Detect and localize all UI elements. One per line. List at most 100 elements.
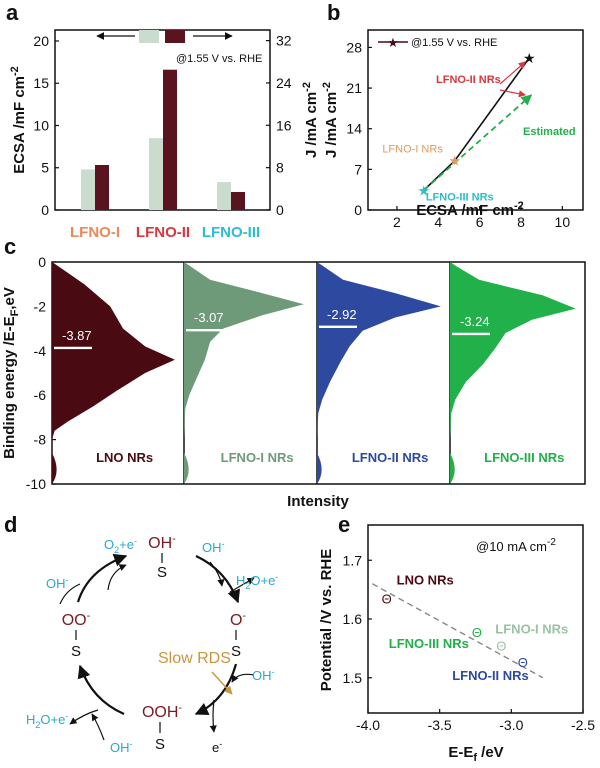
dos-lower-lobe-0 <box>52 452 57 484</box>
panel-b-star-2: ★ <box>523 50 536 66</box>
label-h2o-e-left: H2O+e- <box>26 711 68 730</box>
category-label-LFNO-III: LFNO-III <box>202 224 260 241</box>
dos-lower-lobe-1 <box>184 452 189 484</box>
panel-b-estimated-line <box>423 94 533 191</box>
panel-a-legend-ecsa-swatch <box>139 30 159 43</box>
side-arrow-oh-in-top <box>209 561 225 587</box>
panel-b-legend-star: ★ <box>387 35 399 50</box>
panel-c-y-tick-label-1: -2 <box>34 298 47 314</box>
panel-a-right-tick-label-0: 0 <box>276 202 284 218</box>
panel-a-left-ticks: 0 5 10 15 20 <box>33 33 59 218</box>
panel-e-label-3: LFNO-II NRs <box>452 668 529 683</box>
panel-a: a 0 5 10 15 20 0 8 16 24 32 LFNO-I LFNO-II LFNO-II… <box>6 0 320 241</box>
label-slow-rds: Slow RDS <box>158 650 231 667</box>
label-h2o-e-right: H2O+e- <box>236 572 278 591</box>
panel-b-ticks: 2 4 6 8 10 0 7 14 21 28 <box>346 39 570 230</box>
panel-b-x-tick-label-2: 6 <box>476 214 484 230</box>
side-arrow-e-out-bottom <box>209 699 217 733</box>
panel-e-label-1: LFNO-III NRs <box>389 636 469 651</box>
dos-lower-lobe-3 <box>450 452 455 484</box>
panel-a-left-tick-label-2: 10 <box>33 117 49 133</box>
panel-b-label-lfno-iii: LFNO-III NRs <box>426 191 494 203</box>
dos-area-3 <box>450 262 576 440</box>
panel-a-left-axis-title: ECSA /mF cm-2 <box>9 66 28 174</box>
panel-b-y-tick-label-4: 28 <box>346 39 362 55</box>
panel-a-right-tick-label-4: 32 <box>276 33 292 49</box>
panel-b-y-tick-label-3: 21 <box>346 80 362 96</box>
panel-e-y-tick-label-1: 1.6 <box>343 611 363 627</box>
label-e-out-bottom: e- <box>212 739 222 755</box>
d-band-center-label-3: -3.24 <box>460 314 490 329</box>
category-label-LFNO-II: LFNO-II <box>136 224 190 241</box>
panel-c-y-tick-label-3: -6 <box>34 387 47 403</box>
panel-b-label-lfno-ii: LFNO-II NRs <box>436 74 501 86</box>
panel-label-a: a <box>6 0 19 25</box>
panel-a-right-ticks: 0 8 16 24 32 <box>266 33 292 218</box>
label-oh-in-bottom-left: OH- <box>110 739 133 755</box>
panel-b-y-tick-label-1: 7 <box>354 161 362 177</box>
species-oo-left: OO- <box>62 610 91 629</box>
panel-a-category-labels: LFNO-I LFNO-II LFNO-III <box>70 224 260 241</box>
panel-label-d: d <box>4 512 17 537</box>
panel-e-x-tick-label-3: -2.5 <box>571 717 595 733</box>
panel-a-right-tick-label-1: 8 <box>276 160 284 176</box>
label-oh-in-top: OH- <box>202 539 225 555</box>
panel-c-name-0: LNO NRs <box>96 450 153 465</box>
bar-ecsa-LFNO-III <box>217 182 231 210</box>
surface-s-top: S <box>157 564 167 581</box>
panel-b-arrow-lfno-ii-a <box>499 61 526 85</box>
panel-b-frame <box>367 29 584 211</box>
d-band-center-label-0: -3.87 <box>62 328 92 343</box>
panel-a-annotation: @1.55 V vs. RHE <box>176 53 262 65</box>
panel-e-y-axis-title: Potential /V vs. RHE <box>318 549 335 692</box>
panel-a-left-tick-label-4: 20 <box>33 33 49 49</box>
panel-a-left-tick-label-0: 0 <box>41 202 49 218</box>
panel-b-x-tick-label-1: 4 <box>434 214 442 230</box>
panel-a-bars <box>81 69 245 211</box>
panel-e-point-1: Θ <box>472 625 482 640</box>
surface-s-left: S <box>71 643 81 660</box>
panel-e-label-2: LFNO-I NRs <box>495 621 568 636</box>
panel-e-point-2: Θ <box>496 638 506 653</box>
surface-s-right: S <box>231 643 241 660</box>
panel-b-y-tick-label-2: 14 <box>346 121 362 137</box>
panel-label-e: e <box>338 512 350 537</box>
panel-label-c: c <box>4 234 16 259</box>
panel-b-legend-text: @1.55 V vs. RHE <box>411 37 497 49</box>
panel-b-x-tick-label-0: 2 <box>393 214 401 230</box>
panel-c-y-tick-label-0: 0 <box>38 254 46 270</box>
panel-b-y-tick-label-0: 0 <box>354 202 362 218</box>
panel-b-arrow-lfno-ii-b <box>499 89 527 98</box>
panel-e-point-3: Θ <box>518 655 528 670</box>
panel-c-dos-panels: -3.87 LNO NRs -3.07 LFNO-I NRs -2.92 LFNO-II … <box>52 262 576 484</box>
category-label-LFNO-I: LFNO-I <box>70 224 120 241</box>
panel-b-star-0: ★ <box>418 182 431 198</box>
panel-b-label-estimated: Estimated <box>523 126 576 138</box>
panel-b-x-tick-label-4: 10 <box>555 214 571 230</box>
panel-e-ticks: -4.0 -3.5 -3.0 -2.5 1.5 1.6 1.7 <box>343 552 596 733</box>
side-arrow-oh-in-bottom-left <box>91 713 105 741</box>
bar-ecsa-LFNO-I <box>81 169 95 210</box>
species-ooh-bottom: OOH- <box>142 702 182 721</box>
panel-b-star-1: ★ <box>449 153 462 169</box>
panel-e-annotation: @10 mA cm-2 <box>476 537 556 554</box>
cycle-arrow-left-top <box>76 553 128 603</box>
species-o-right: O- <box>230 610 246 629</box>
slow-rds-arrow <box>211 671 233 695</box>
panel-b-x-axis-title: ECSA /mF cm-2 <box>416 200 524 219</box>
cycle-arrow-top-right <box>195 555 241 604</box>
panel-e-fit-line <box>371 583 544 679</box>
side-arrow-o2-out <box>107 564 127 591</box>
panel-c-name-3: LFNO-III NRs <box>484 450 564 465</box>
panel-c-y-tick-label-2: -4 <box>34 343 47 359</box>
panel-e-x-tick-label-2: -3.0 <box>499 717 523 733</box>
panel-c-name-1: LFNO-I NRs <box>221 450 294 465</box>
panel-label-b: b <box>327 0 340 25</box>
panel-a-right-tick-label-3: 24 <box>276 75 292 91</box>
surface-s-bottom: S <box>155 736 165 753</box>
panel-c-y-tick-label-5: -10 <box>26 476 46 492</box>
